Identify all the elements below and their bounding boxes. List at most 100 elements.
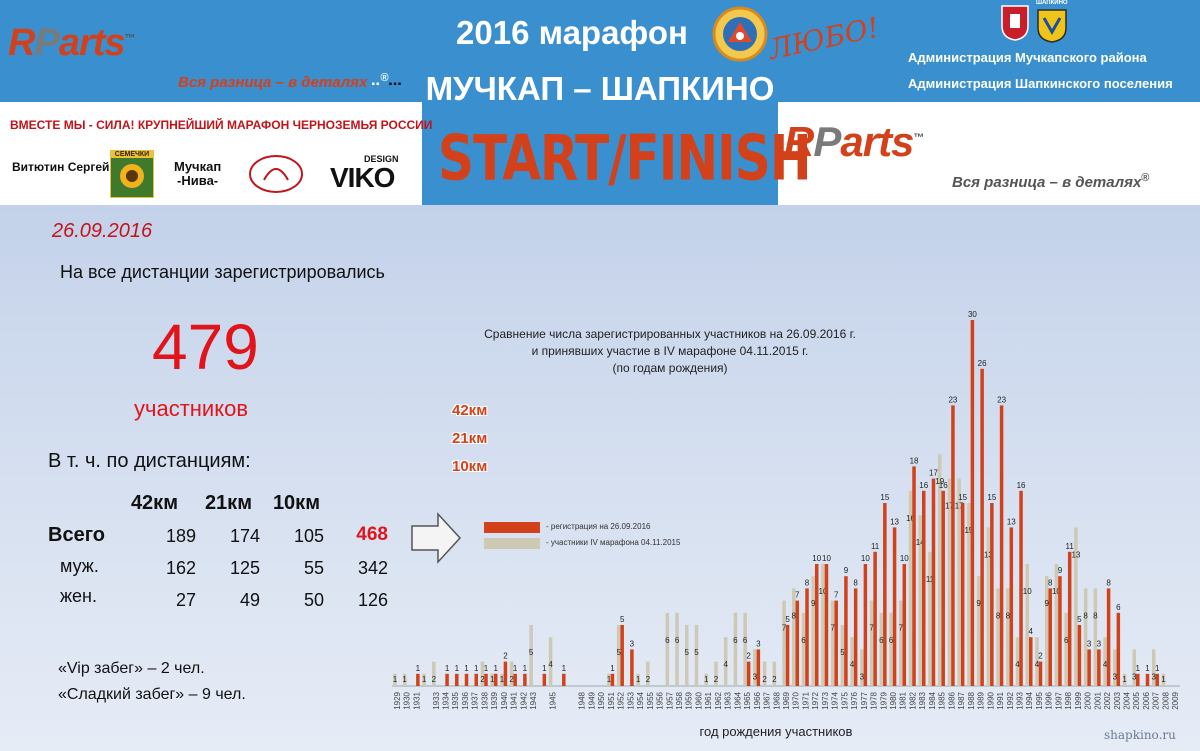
sponsor-semechki-logo: СЕМЕЧКИ xyxy=(110,150,154,198)
label-2015-2004: 1 xyxy=(1122,675,1127,684)
bar-2016-2003 xyxy=(1116,612,1121,686)
bar-2015-1954 xyxy=(636,673,640,686)
bar-2016-1984 xyxy=(931,478,936,686)
label-2015-1993: 4 xyxy=(1015,660,1020,669)
label-2015-1985: 19 xyxy=(935,477,944,486)
label-2016-1978: 11 xyxy=(871,542,880,551)
total-10: 105 xyxy=(293,526,324,546)
label-2015-1986: 17 xyxy=(945,502,954,511)
bar-2015-1938 xyxy=(480,661,485,686)
label-2016-1979: 15 xyxy=(880,493,889,502)
tick-label-1959: 1959 xyxy=(685,691,694,709)
bar-2016-1996 xyxy=(1048,588,1052,686)
tick-label-1937: 1937 xyxy=(471,691,480,709)
bar-2015-1968 xyxy=(772,661,777,686)
tag-10km: 10км xyxy=(452,458,488,475)
tick-label-1977: 1977 xyxy=(860,691,869,709)
by-distance-label: В т. ч. по дистанциям: xyxy=(48,450,251,472)
slogan-right: Вся разница – в деталях® xyxy=(952,172,1150,191)
sponsor-viko-logo: VIKO xyxy=(330,162,395,193)
row-label-male: муж. xyxy=(60,556,99,576)
label-2015-1933: 2 xyxy=(432,675,437,684)
label-2015-1998: 6 xyxy=(1064,636,1069,645)
label-2016-1984: 17 xyxy=(929,469,938,478)
bar-2016-1940 xyxy=(503,661,508,686)
label-2016-1994: 4 xyxy=(1029,627,1034,636)
total-42: 189 xyxy=(165,526,196,546)
female-42: 27 xyxy=(175,590,196,610)
label-2016-1999: 5 xyxy=(1077,615,1082,624)
label-2016-1981: 10 xyxy=(900,554,909,563)
bar-2016-1977 xyxy=(863,564,868,686)
total-sum: 468 xyxy=(356,524,388,545)
label-2015-1979: 6 xyxy=(879,636,884,645)
tick-label-1938: 1938 xyxy=(480,691,489,709)
tick-label-1951: 1951 xyxy=(607,691,616,709)
tick-label-1983: 1983 xyxy=(918,691,927,709)
bar-2016-2005 xyxy=(1136,673,1140,686)
label-2016-1995: 2 xyxy=(1038,652,1043,661)
bar-2015-1999 xyxy=(1074,527,1078,686)
bar-2016-1972 xyxy=(814,564,819,686)
bar-2015-1962 xyxy=(714,661,718,686)
bar-2015-1994 xyxy=(1025,564,1030,686)
bar-2016-1993 xyxy=(1019,490,1023,686)
bar-2015-1985 xyxy=(937,454,942,686)
label-2016-1936: 1 xyxy=(464,664,469,673)
tick-label-1960: 1960 xyxy=(694,691,703,709)
label-2016-1989: 26 xyxy=(978,359,987,368)
label-2015-1983: 14 xyxy=(916,538,925,547)
col-10km: 10км xyxy=(272,492,320,514)
label-2016-1991: 23 xyxy=(997,395,1006,404)
label-2015-1959: 5 xyxy=(685,648,690,657)
bar-2015-1957 xyxy=(665,612,670,686)
tick-label-1953: 1953 xyxy=(626,691,635,709)
report-date: 26.09.2016 xyxy=(52,220,153,242)
label-2016-1997: 9 xyxy=(1058,566,1063,575)
label-2015-2002: 4 xyxy=(1103,660,1108,669)
header-right-top xyxy=(778,0,1200,102)
tick-label-1979: 1979 xyxy=(879,691,888,709)
sunflower-icon xyxy=(120,164,144,188)
bar-2015-1971 xyxy=(801,612,806,686)
tick-label-1982: 1982 xyxy=(908,691,917,709)
label-2016-2000: 3 xyxy=(1087,639,1092,648)
bar-2016-1942 xyxy=(523,673,527,686)
bar-2015-1967 xyxy=(762,661,767,686)
label-2015-1932: 1 xyxy=(422,675,427,684)
sponsor-muchkap-niva: Мучкап -Нива- xyxy=(174,159,222,188)
label-2015-1991: 8 xyxy=(996,611,1001,620)
label-2015-1968: 2 xyxy=(772,675,777,684)
label-2016-1953: 3 xyxy=(630,639,635,648)
label-2015-1978: 7 xyxy=(869,624,874,633)
bar-2016-1951 xyxy=(610,673,615,686)
tick-label-1986: 1986 xyxy=(947,691,956,709)
female-21: 49 xyxy=(239,590,260,610)
admin-line1: Администрация Мучкапского района xyxy=(908,50,1147,65)
tick-label-1945: 1945 xyxy=(549,691,558,709)
label-2015-2001: 8 xyxy=(1093,611,1098,620)
label-2015-1955: 2 xyxy=(646,675,651,684)
total-participants: 479 xyxy=(152,311,259,383)
bar-2015-1965 xyxy=(743,612,747,686)
tick-label-1948: 1948 xyxy=(578,691,587,709)
female-sum: 126 xyxy=(357,590,388,610)
tick-label-1931: 1931 xyxy=(412,691,421,709)
label-2015-1977: 3 xyxy=(860,672,865,681)
label-2015-1988: 15 xyxy=(964,526,973,535)
bar-2016-1975 xyxy=(844,576,848,686)
label-2015-2000: 8 xyxy=(1083,611,1088,620)
label-2015-1960: 5 xyxy=(694,648,699,657)
label-2016-1990: 15 xyxy=(987,493,996,502)
label-2016-2007: 1 xyxy=(1155,664,1160,673)
bar-2015-1933 xyxy=(432,661,436,686)
col-42km: 42км xyxy=(130,492,178,514)
tick-label-1967: 1967 xyxy=(763,691,772,709)
tick-label-1934: 1934 xyxy=(442,691,451,709)
chart-title-line2: и принявших участие в IV марафоне 04.11.… xyxy=(531,344,809,358)
label-2016-1974: 7 xyxy=(834,591,839,600)
legend-swatch-2015 xyxy=(484,538,540,549)
label-2016-1976: 8 xyxy=(853,578,858,587)
label-2016-1939: 1 xyxy=(493,664,498,673)
